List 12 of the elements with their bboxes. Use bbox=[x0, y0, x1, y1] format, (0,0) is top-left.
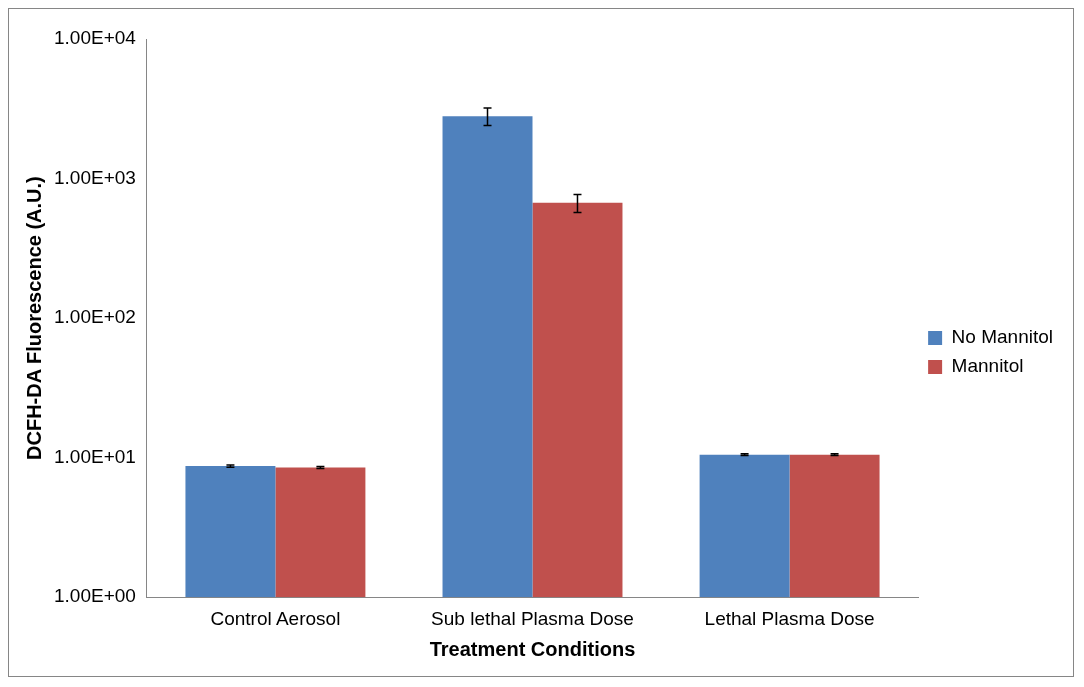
y-tick-label: 1.00E+02 bbox=[53, 306, 136, 328]
y-tick-label: 1.00E+03 bbox=[53, 166, 136, 188]
x-axis-title: Treatment Conditions bbox=[429, 637, 636, 660]
y-axis-title: DCFH-DA Fluorescence (A.U.) bbox=[22, 176, 45, 460]
y-tick-label: 1.00E+00 bbox=[53, 585, 136, 607]
y-tick-label: 1.00E+04 bbox=[53, 27, 137, 49]
legend-label: No Mannitol bbox=[951, 326, 1054, 348]
y-tick-label: 1.00E+01 bbox=[53, 445, 136, 467]
x-tick-label: Lethal Plasma Dose bbox=[704, 607, 875, 629]
legend-label: Mannitol bbox=[951, 355, 1024, 377]
x-tick-label: Sub lethal Plasma Dose bbox=[431, 607, 634, 629]
x-tick-label: Control Aerosol bbox=[210, 607, 341, 629]
